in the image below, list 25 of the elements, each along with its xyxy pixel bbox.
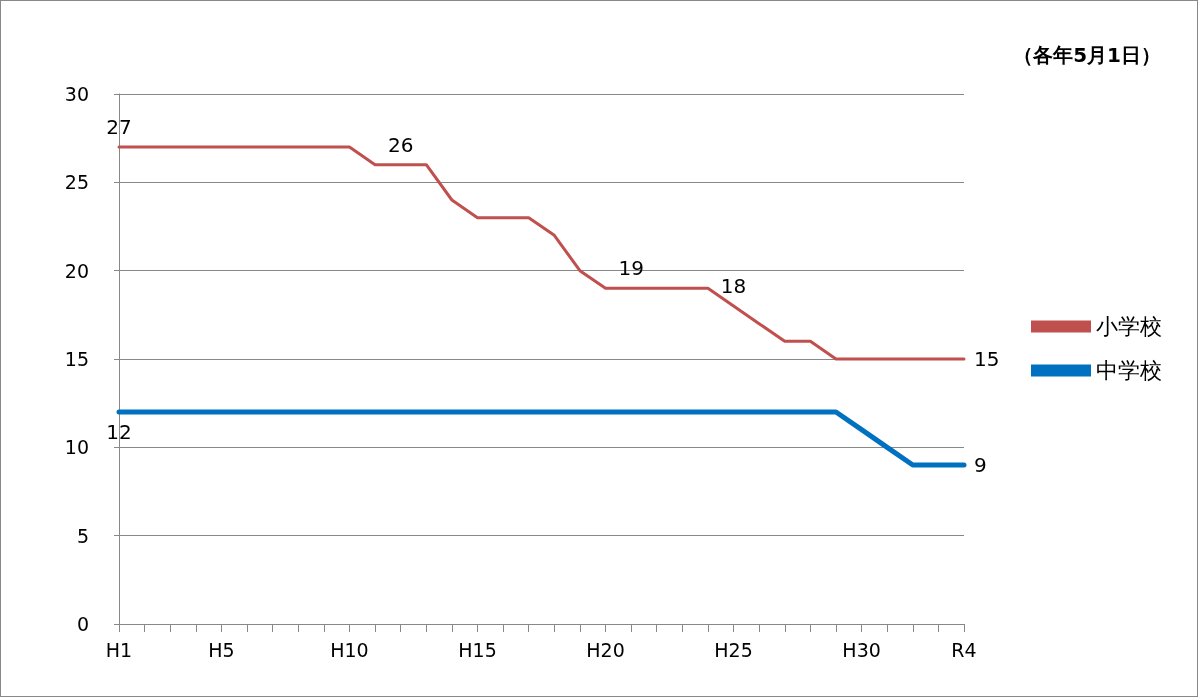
x-tick-label: H30: [842, 638, 881, 661]
y-tick-label: 15: [64, 348, 89, 370]
x-tick-label: H5: [208, 638, 235, 661]
x-tick-label: H10: [330, 638, 369, 661]
x-tick-label: H1: [105, 638, 133, 661]
y-tick-label: 5: [76, 524, 89, 547]
data-label: 18: [720, 274, 747, 298]
legend-label: 中学校: [1096, 358, 1162, 383]
text: （各年5月1日）: [1013, 43, 1162, 67]
legend-label: 小学校: [1096, 314, 1162, 339]
data-label: 27: [106, 115, 132, 139]
y-tick-label: 20: [64, 259, 89, 282]
data-label: 26: [387, 132, 414, 157]
data-label: 12: [106, 420, 132, 444]
x-tick-label: H15: [458, 638, 497, 661]
y-tick-label: 10: [64, 436, 89, 459]
data-label: 19: [618, 256, 644, 281]
x-tick-label: H25: [714, 638, 753, 661]
data-label: 15: [974, 347, 1000, 371]
y-tick-label: 0: [76, 613, 89, 635]
y-tick-label: 30: [64, 83, 89, 105]
data-label: 9: [974, 453, 987, 477]
x-tick-label: H20: [586, 638, 625, 661]
x-tick-label: R4: [951, 638, 977, 661]
y-tick-label: 25: [64, 171, 89, 194]
